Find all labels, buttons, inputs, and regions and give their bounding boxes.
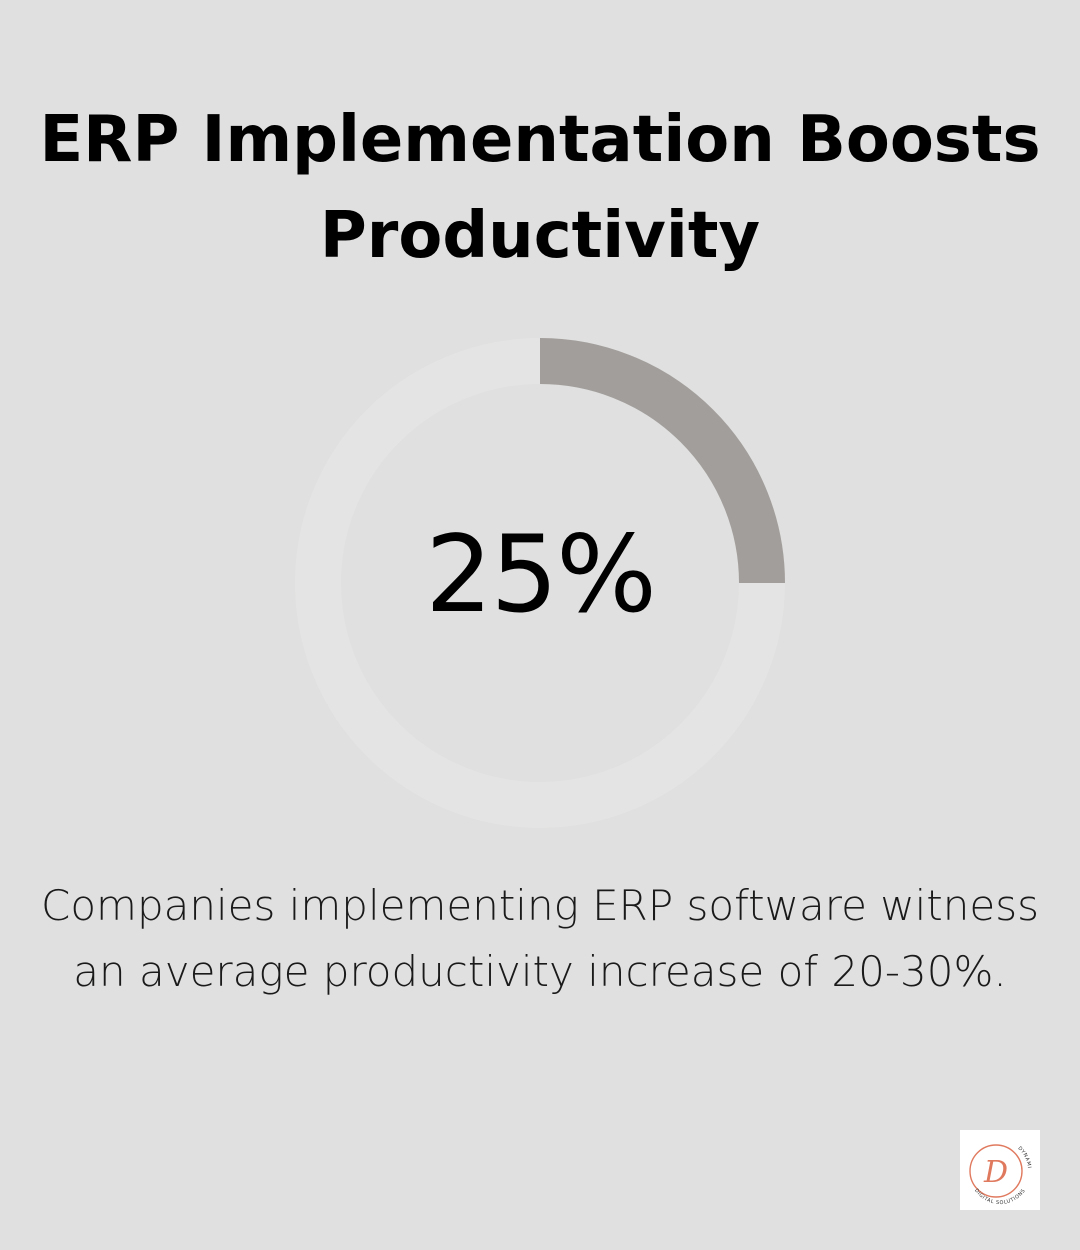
page-title: ERP Implementation Boosts Productivity [0,92,1080,284]
progress-ring-arc [539,338,785,584]
logo-mark: D [983,1155,1008,1190]
title-line-2: Productivity [319,199,761,273]
brand-logo: D DYNAMIC DIGITAL SOLUTIONS [958,1126,1040,1210]
title-line-1: ERP Implementation Boosts [39,103,1041,177]
stat-description: Companies implementing ERP software witn… [41,881,1039,996]
progress-ring-svg [295,338,785,828]
progress-ring [290,333,790,833]
logo-circle [969,1144,1023,1198]
stat-value: 25% [425,513,657,636]
dynamic-digital-solutions-logo-icon: D DYNAMIC DIGITAL SOLUTIONS [958,1126,1031,1206]
